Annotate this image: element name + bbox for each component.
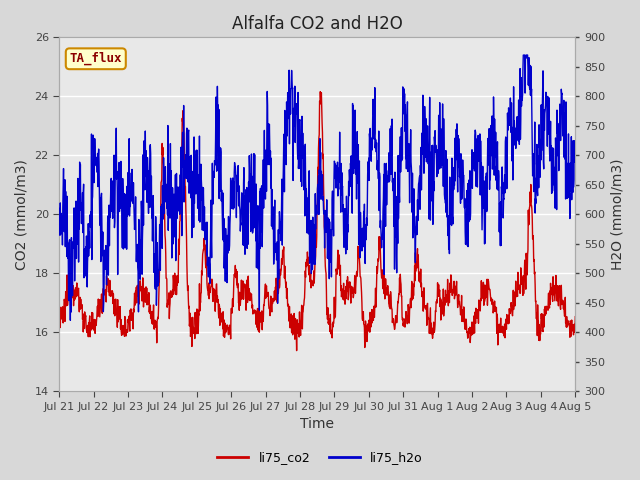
Title: Alfalfa CO2 and H2O: Alfalfa CO2 and H2O	[232, 15, 403, 33]
Y-axis label: H2O (mmol/m3): H2O (mmol/m3)	[611, 158, 625, 270]
X-axis label: Time: Time	[300, 418, 334, 432]
Legend: li75_co2, li75_h2o: li75_co2, li75_h2o	[212, 446, 428, 469]
Text: TA_flux: TA_flux	[70, 52, 122, 65]
Y-axis label: CO2 (mmol/m3): CO2 (mmol/m3)	[15, 159, 29, 270]
